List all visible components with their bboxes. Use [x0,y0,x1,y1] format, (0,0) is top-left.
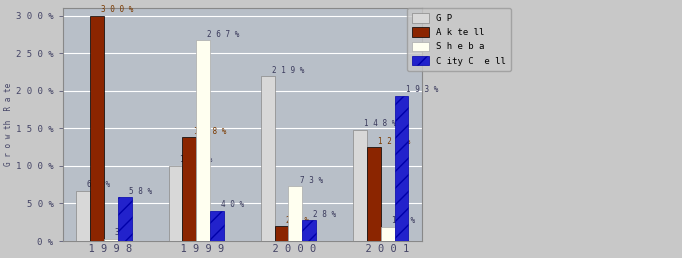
Bar [76,191,90,241]
Text: 2 1 9 %: 2 1 9 % [272,66,304,75]
Bar [353,130,367,241]
Text: 2 0 %: 2 0 % [286,215,309,224]
Text: 2 6 7 %: 2 6 7 % [207,30,239,39]
Text: 1 9 %: 1 9 % [391,216,415,225]
Text: 1 2 5 %: 1 2 5 % [378,136,411,146]
Text: 1 4 8 %: 1 4 8 % [364,119,396,128]
Bar [196,40,210,241]
Bar [104,239,118,241]
Bar [367,147,381,241]
Bar [118,197,132,241]
Bar [210,211,224,241]
Text: 1 0 0 %: 1 0 0 % [179,155,212,164]
Text: 5 8 %: 5 8 % [129,187,152,196]
Legend: G P, A k te ll, S h e b a, C ity C  e ll: G P, A k te ll, S h e b a, C ity C e ll [407,8,511,71]
Bar [168,166,183,241]
Text: 7 3 %: 7 3 % [299,176,323,185]
Bar [288,186,302,241]
Bar [261,76,275,241]
Text: 1 3 8 %: 1 3 8 % [194,127,226,136]
Text: 3 0 0 %: 3 0 0 % [102,5,134,14]
Bar [275,226,288,241]
Y-axis label: G r o w th  R a te: G r o w th R a te [4,83,13,166]
Text: 4 0 %: 4 0 % [221,200,244,209]
Text: 6 7 %: 6 7 % [87,180,110,189]
Bar [394,96,409,241]
Bar [90,15,104,241]
Bar [381,227,394,241]
Text: 1 9 3 %: 1 9 3 % [406,85,438,94]
Text: 3 %: 3 % [115,228,129,237]
Bar [302,220,316,241]
Bar [183,137,196,241]
Text: 2 8 %: 2 8 % [313,209,336,219]
